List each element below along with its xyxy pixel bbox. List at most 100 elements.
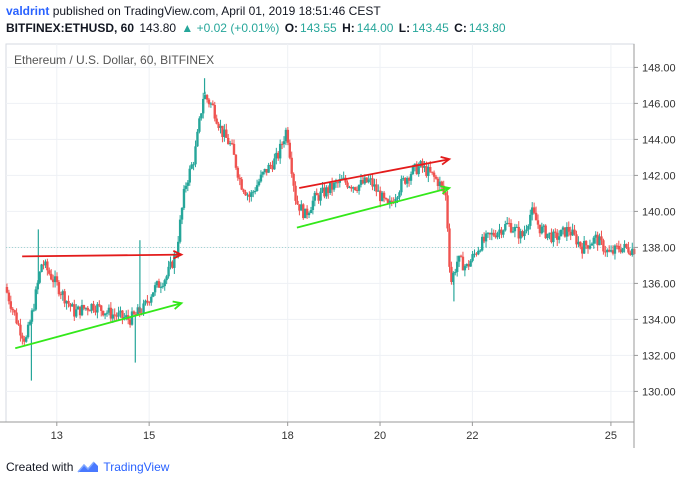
trendline-layer[interactable] xyxy=(15,156,452,350)
candle-body xyxy=(65,300,68,304)
candle xyxy=(536,214,540,229)
candle xyxy=(202,92,205,119)
candle xyxy=(602,238,605,255)
candle xyxy=(263,168,266,175)
candle xyxy=(525,224,528,234)
author-name[interactable]: valdrint xyxy=(6,4,50,18)
candle-body xyxy=(375,184,378,192)
candle-body xyxy=(296,200,299,205)
candle xyxy=(509,219,513,234)
candle-body xyxy=(269,164,272,166)
candle xyxy=(544,224,547,240)
tradingview-brand[interactable]: TradingView xyxy=(103,460,170,474)
candle xyxy=(511,226,515,234)
candle xyxy=(600,230,603,245)
candle xyxy=(409,171,413,185)
candle-body xyxy=(205,95,209,100)
candle-body xyxy=(479,250,482,252)
candle xyxy=(615,243,619,250)
y-tick-label: 130.00 xyxy=(642,386,676,398)
candle xyxy=(361,175,365,185)
candle xyxy=(565,222,569,242)
candle xyxy=(153,282,157,296)
candle-body xyxy=(365,177,368,183)
candle xyxy=(607,245,611,253)
arrow-head xyxy=(440,185,452,195)
price-chart[interactable]: 130.00 132.00 134.00 136.00 138.00 140.00 142.… xyxy=(0,40,694,452)
candle-body xyxy=(425,166,428,176)
candle-body xyxy=(467,263,470,267)
candle-body xyxy=(271,165,274,170)
candle-body xyxy=(429,166,432,172)
last-price: 143.80 xyxy=(139,21,177,35)
candle xyxy=(455,255,459,277)
candle xyxy=(400,175,403,196)
candle-body xyxy=(155,281,159,286)
candle-body xyxy=(48,270,51,274)
candle-body xyxy=(484,233,488,242)
candle-body xyxy=(569,231,572,236)
candle-body xyxy=(5,287,9,293)
candle xyxy=(486,232,490,238)
candle xyxy=(477,246,480,256)
candle xyxy=(46,258,49,276)
candle xyxy=(559,229,563,237)
candle xyxy=(446,190,449,232)
candle xyxy=(531,202,534,221)
candle xyxy=(298,204,301,216)
candle xyxy=(273,153,276,170)
candle xyxy=(504,220,507,232)
candle xyxy=(221,125,224,143)
candle xyxy=(327,185,330,199)
candle xyxy=(611,245,615,256)
candle-body xyxy=(167,266,170,277)
publish-line: valdrint published on TradingView.com, A… xyxy=(6,4,381,18)
candle-body xyxy=(586,245,590,249)
candle xyxy=(121,310,124,325)
candle-body xyxy=(581,246,584,254)
candle xyxy=(119,306,122,318)
candle-body xyxy=(438,181,442,187)
candle xyxy=(23,335,26,346)
candle-body xyxy=(600,236,603,241)
candle xyxy=(255,179,259,192)
candle xyxy=(228,140,232,147)
candle-body xyxy=(384,198,388,200)
candle xyxy=(473,249,476,258)
candle-body xyxy=(507,222,511,224)
candle xyxy=(554,228,557,239)
candle xyxy=(521,229,524,238)
time-axis[interactable]: 13 15 18 20 22 25 xyxy=(0,421,634,442)
candle-body xyxy=(240,179,243,190)
candle xyxy=(292,172,295,192)
candle xyxy=(552,229,555,247)
candle-body xyxy=(161,286,165,288)
candle-body xyxy=(625,243,628,248)
candle xyxy=(284,127,288,146)
candle xyxy=(454,268,457,276)
candle xyxy=(604,245,607,257)
candle xyxy=(496,231,499,240)
y-tick-label: 142.00 xyxy=(642,170,676,182)
high-label: H: xyxy=(342,21,355,35)
candle xyxy=(556,229,559,247)
price-axis[interactable]: 130.00 132.00 134.00 136.00 138.00 140.00 142.… xyxy=(633,44,676,448)
candle xyxy=(71,302,74,307)
candle-body xyxy=(521,231,524,237)
candle-body xyxy=(367,179,370,183)
candle xyxy=(303,208,307,219)
candle xyxy=(207,98,211,108)
candle-body xyxy=(607,249,611,252)
candle-body xyxy=(57,282,61,295)
candle-body xyxy=(63,291,66,304)
green-trend-arrow xyxy=(296,187,450,229)
candle xyxy=(25,335,28,343)
candle xyxy=(444,190,447,201)
candle-body xyxy=(504,224,507,231)
candle-body xyxy=(290,157,293,174)
candle-body xyxy=(446,195,449,229)
candle-body xyxy=(531,207,534,215)
candle-body xyxy=(128,319,132,325)
candle-body xyxy=(502,230,505,235)
candle-body xyxy=(355,189,359,191)
